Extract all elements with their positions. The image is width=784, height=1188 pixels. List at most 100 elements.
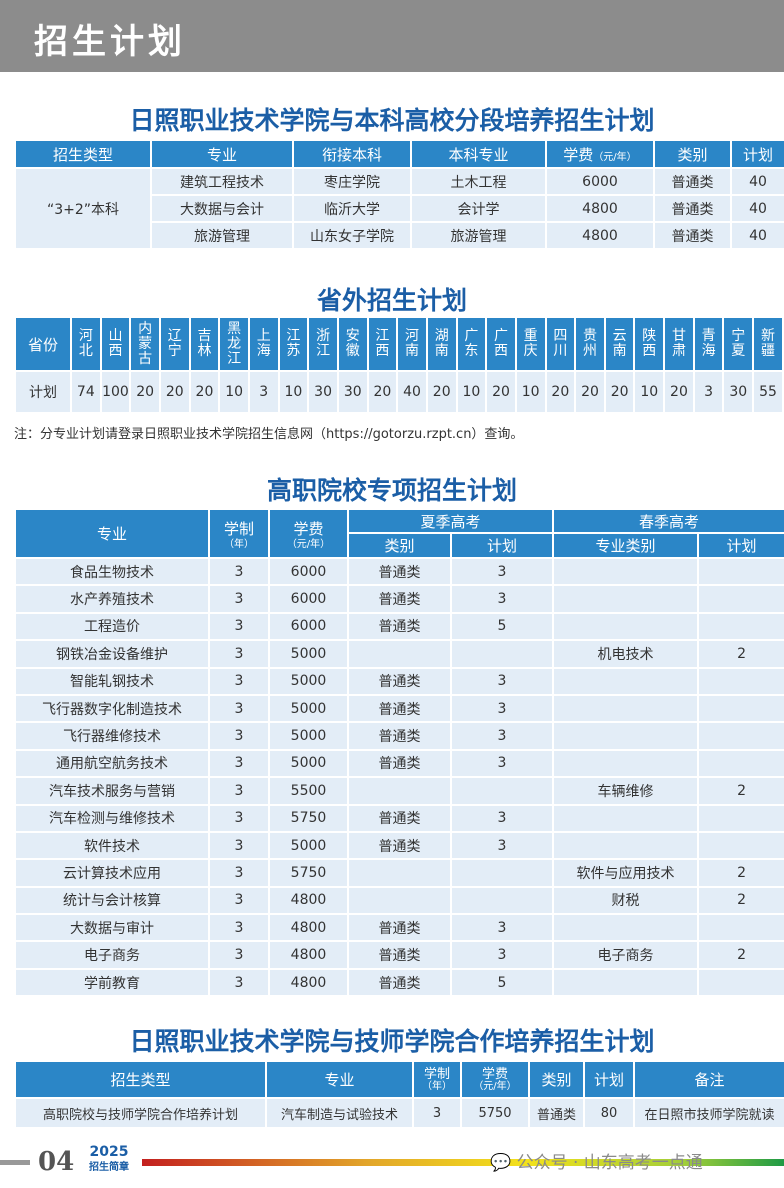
th-years-label: 学制	[423, 1066, 450, 1082]
province-7: 江苏	[277, 316, 310, 372]
table-cell	[552, 913, 700, 943]
province-12: 湖南	[425, 316, 458, 372]
footer: 04 2025 招生简章 💬 公众号 · 山东高考一点通	[0, 1145, 784, 1180]
watermark: 💬 公众号 · 山东高考一点通	[490, 1153, 703, 1173]
table-cell: 普通类	[347, 830, 452, 861]
plan-15: 10	[514, 370, 547, 414]
table-row: 汽车技术服务与营销 3 5500 车辆维修 2	[14, 776, 784, 806]
table-cell: 6000	[268, 611, 349, 642]
th-col-3: 本科专业	[410, 139, 547, 169]
table-cell: 3	[208, 830, 270, 861]
province-20: 甘肃	[663, 316, 695, 372]
row-label-province: 省份	[14, 316, 72, 372]
table-cell: 5	[449, 967, 555, 998]
th-summer-plan: 计划	[449, 532, 555, 559]
table-cell: 6000	[268, 556, 349, 587]
table-cell: 3	[208, 940, 270, 970]
plan-17: 20	[574, 370, 606, 414]
table-cell: 飞行器数字化制造技术	[14, 693, 210, 724]
header-band: 招生计划	[0, 0, 784, 72]
province-13: 广东	[455, 316, 488, 372]
table-cell: 高职院校与技师学院合作培养计划	[14, 1097, 267, 1129]
table-cell: 5000	[268, 721, 349, 751]
th-col-0: 招生类型	[14, 139, 152, 169]
th-remark: 备注	[633, 1060, 784, 1099]
table-cell: 3	[208, 885, 270, 916]
table-cell: 食品生物技术	[14, 556, 210, 587]
table-cell: 统计与会计核算	[14, 885, 210, 916]
table-cell: 普通类	[347, 584, 452, 614]
note: 注：分专业计划请登录日照职业技术学院招生信息网（https://gotorzu.…	[14, 427, 524, 442]
table-cell: 4800	[268, 967, 349, 998]
th-plan: 计划	[583, 1060, 635, 1099]
table-row: 智能轧钢技术 3 5000 普通类 3	[14, 666, 784, 696]
table-cell	[697, 666, 784, 696]
table-cell: 普通类	[653, 167, 732, 196]
table-cell: 建筑工程技术	[150, 167, 294, 196]
th-col-6: 计划	[730, 139, 784, 169]
table-cell	[552, 556, 700, 587]
plan-11: 40	[396, 370, 428, 414]
table-cell: 大数据与会计	[150, 194, 294, 223]
table-cell: 软件与应用技术	[552, 858, 700, 888]
th-fee-unit: （元/年）	[593, 151, 637, 163]
table-cell: 3	[449, 556, 555, 587]
table-cell: 5000	[268, 666, 349, 696]
province-2: 内蒙古	[129, 316, 161, 372]
table-cell: 4800	[545, 221, 655, 250]
table-cell	[552, 584, 700, 614]
plan-20: 20	[663, 370, 695, 414]
table-row: 云计算技术应用 3 5750 软件与应用技术 2	[14, 858, 784, 888]
table-cell: 3	[208, 776, 270, 806]
table-cell: 4800	[268, 913, 349, 943]
table-cell	[697, 748, 784, 779]
plan-21: 3	[692, 370, 725, 414]
table-cell: 汽车制造与试验技术	[265, 1097, 414, 1129]
table-row: 水产养殖技术 3 6000 普通类 3	[14, 584, 784, 614]
th-summer-category: 类别	[347, 532, 452, 559]
th-major: 专业	[14, 508, 210, 559]
table-cell	[552, 721, 700, 751]
table-cell: 汽车技术服务与营销	[14, 776, 210, 806]
plan-1: 100	[99, 370, 132, 414]
province-16: 四川	[544, 316, 577, 372]
plan-5: 10	[218, 370, 250, 414]
table-row: 工程造价 3 6000 普通类 5	[14, 611, 784, 642]
table-cell: 汽车检测与维修技术	[14, 803, 210, 833]
plan-18: 20	[603, 370, 636, 414]
th-fee-label: 学费	[563, 145, 594, 164]
th-years-label: 学制	[223, 519, 254, 538]
plan-10: 20	[366, 370, 399, 414]
table-cell	[552, 611, 700, 642]
table-cell: 3	[208, 748, 270, 779]
th-col-4: 学费（元/年）	[545, 139, 655, 169]
table-row: 汽车检测与维修技术 3 5750 普通类 3	[14, 803, 784, 833]
plan-4: 20	[188, 370, 221, 414]
table-cell	[449, 858, 555, 888]
table-cell: 6000	[545, 167, 655, 196]
table-cell: 4800	[268, 885, 349, 916]
table-cell: 3	[208, 803, 270, 833]
table-cell: 5000	[268, 693, 349, 724]
plan-9: 30	[336, 370, 369, 414]
table-cell: 4800	[268, 940, 349, 970]
plan-6: 3	[247, 370, 280, 414]
table4-title: 日照职业技术学院与技师学院合作培养招生计划	[129, 1027, 655, 1056]
table-cell: 软件技术	[14, 830, 210, 861]
table-cell: 普通类	[347, 556, 452, 587]
table-cell: 枣庄学院	[292, 167, 412, 196]
plan-14: 20	[485, 370, 517, 414]
table-cell: 普通类	[347, 748, 452, 779]
table-cell: 土木工程	[410, 167, 547, 196]
table-cell	[449, 776, 555, 806]
table-row: 统计与会计核算 3 4800 财税 2	[14, 885, 784, 916]
th-years-unit: （年）	[224, 538, 254, 550]
province-6: 上海	[247, 316, 280, 372]
th-type: 招生类型	[14, 1060, 267, 1099]
table-cell	[552, 693, 700, 724]
th-spring: 春季高考	[552, 508, 784, 534]
table-cell: 5750	[268, 803, 349, 833]
table-cell: 普通类	[347, 940, 452, 970]
th-category: 类别	[528, 1060, 585, 1099]
province-1: 山西	[99, 316, 132, 372]
